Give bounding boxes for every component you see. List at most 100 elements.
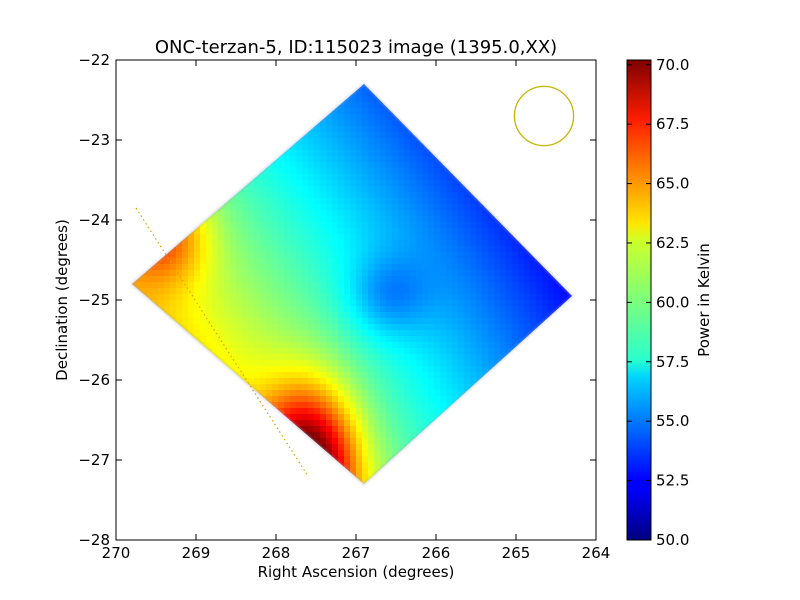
- heatmap-cell: [188, 108, 195, 115]
- heatmap-cell: [182, 108, 189, 115]
- heatmap-cell: [116, 216, 123, 223]
- heatmap-cell: [380, 396, 387, 403]
- heatmap-cell: [428, 360, 435, 367]
- heatmap-cell: [446, 282, 453, 289]
- heatmap-cell: [314, 420, 321, 427]
- heatmap-cell: [164, 102, 171, 109]
- heatmap-cell: [152, 222, 159, 229]
- heatmap-cell: [320, 120, 327, 127]
- heatmap-cell: [560, 174, 567, 181]
- heatmap-cell: [272, 336, 279, 343]
- heatmap-cell: [134, 174, 141, 181]
- heatmap-cell: [398, 108, 405, 115]
- heatmap-cell: [224, 420, 231, 427]
- heatmap-cell: [506, 384, 513, 391]
- heatmap-cell: [152, 270, 159, 277]
- heatmap-cell: [518, 120, 525, 127]
- heatmap-cell: [116, 324, 123, 331]
- heatmap-cell: [536, 384, 543, 391]
- heatmap-cell: [554, 360, 561, 367]
- heatmap-cell: [158, 162, 165, 169]
- heatmap-cell: [254, 84, 261, 91]
- heatmap-cell: [566, 360, 572, 367]
- heatmap-cell: [314, 330, 321, 337]
- heatmap-cell: [212, 114, 219, 121]
- heatmap-cell: [440, 210, 447, 217]
- heatmap-cell: [578, 234, 585, 241]
- heatmap-cell: [416, 420, 423, 427]
- heatmap-cell: [368, 252, 375, 259]
- heatmap-cell: [356, 162, 363, 169]
- heatmap-cell: [410, 378, 417, 385]
- heatmap-cell: [404, 150, 411, 157]
- heatmap-cell: [380, 90, 387, 97]
- heatmap-cell: [458, 138, 465, 145]
- heatmap-cell: [320, 144, 327, 151]
- heatmap-cell: [404, 414, 411, 421]
- heatmap-cell: [308, 90, 315, 97]
- heatmap-cell: [146, 252, 153, 259]
- heatmap-cell: [338, 264, 345, 271]
- heatmap-cell: [194, 414, 201, 421]
- heatmap-cell: [368, 180, 375, 187]
- heatmap-cell: [470, 204, 477, 211]
- heatmap-cell: [188, 222, 195, 229]
- heatmap-cell: [200, 174, 207, 181]
- heatmap-cell: [548, 132, 555, 139]
- heatmap-cell: [194, 168, 201, 175]
- heatmap-cell: [560, 150, 567, 157]
- heatmap-cell: [500, 342, 507, 349]
- heatmap-cell: [248, 84, 255, 91]
- heatmap-cell: [542, 252, 549, 259]
- heatmap-cell: [116, 198, 123, 205]
- heatmap-cell: [158, 180, 165, 187]
- heatmap-cell: [248, 72, 255, 79]
- heatmap-cell: [488, 276, 495, 283]
- heatmap-cell: [116, 162, 123, 169]
- heatmap-cell: [170, 156, 177, 163]
- heatmap-cell: [284, 66, 291, 73]
- heatmap-cell: [380, 216, 387, 223]
- heatmap-cell: [188, 378, 195, 385]
- heatmap-cell: [440, 390, 447, 397]
- heatmap-cell: [302, 204, 309, 211]
- heatmap-image: [116, 60, 591, 486]
- heatmap-cell: [188, 408, 195, 415]
- heatmap-cell: [548, 186, 555, 193]
- heatmap-cell: [194, 240, 201, 247]
- heatmap-cell: [212, 60, 219, 67]
- heatmap-cell: [410, 384, 417, 391]
- heatmap-cell: [416, 60, 423, 67]
- heatmap-cell: [212, 156, 219, 163]
- heatmap-cell: [578, 420, 585, 427]
- heatmap-cell: [242, 90, 249, 97]
- heatmap-cell: [530, 180, 537, 187]
- heatmap-cell: [122, 216, 129, 223]
- heatmap-cell: [476, 372, 483, 379]
- heatmap-cell: [458, 354, 465, 361]
- heatmap-cell: [272, 174, 279, 181]
- heatmap-cell: [584, 426, 591, 433]
- heatmap-cell: [236, 252, 243, 259]
- heatmap-cell: [182, 324, 189, 331]
- heatmap-cell: [242, 60, 249, 67]
- heatmap-cell: [314, 156, 321, 163]
- heatmap-cell: [266, 294, 273, 301]
- heatmap-cell: [176, 234, 183, 241]
- heatmap-cell: [254, 108, 261, 115]
- heatmap-cell: [314, 186, 321, 193]
- heatmap-cell: [146, 180, 153, 187]
- heatmap-cell: [224, 426, 231, 433]
- heatmap-cell: [158, 300, 165, 307]
- heatmap-cell: [248, 258, 255, 265]
- heatmap-cell: [392, 276, 399, 283]
- heatmap-cell: [122, 354, 129, 361]
- heatmap-cell: [314, 96, 321, 103]
- heatmap-cell: [536, 252, 543, 259]
- heatmap-cell: [548, 354, 555, 361]
- heatmap-cell: [116, 192, 123, 199]
- heatmap-cell: [284, 408, 291, 415]
- heatmap-cell: [458, 132, 465, 139]
- heatmap-cell: [236, 198, 243, 205]
- heatmap-cell: [272, 132, 279, 139]
